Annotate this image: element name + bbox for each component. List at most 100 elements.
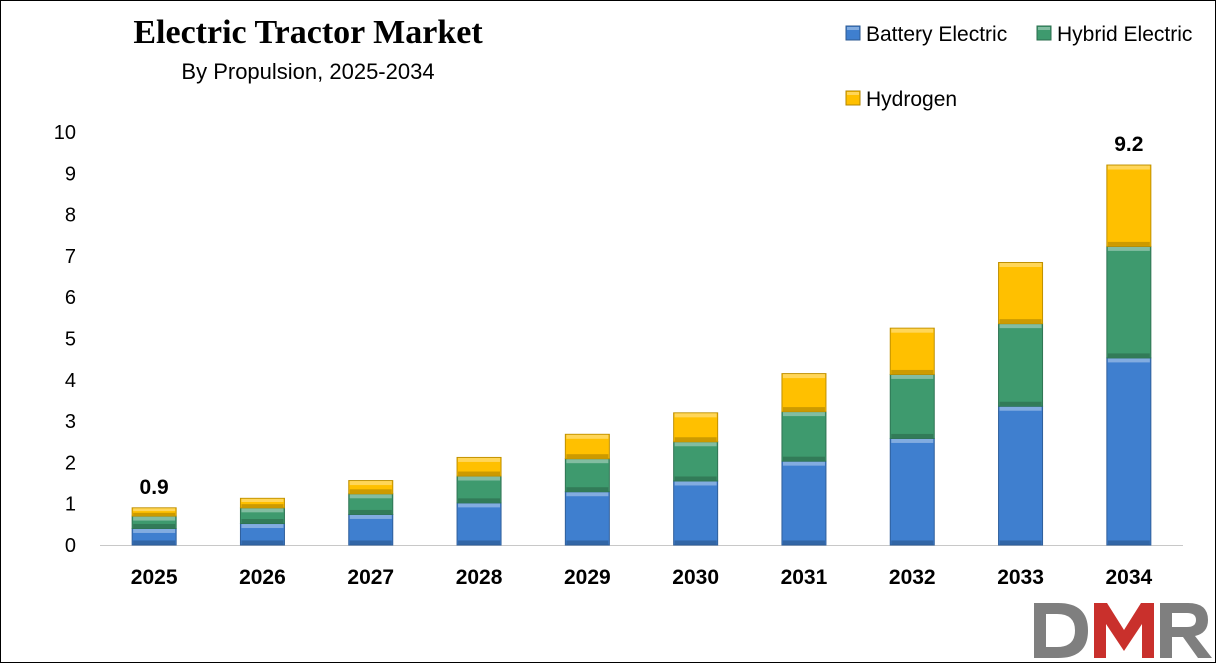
bar-segment-bevel-bottom: [674, 437, 717, 442]
bar-segment-battery-electric-2026: [239, 523, 285, 546]
bar-segment-hybrid-electric-2026: [239, 507, 285, 525]
bar-segment-battery-electric-2031: [781, 460, 827, 546]
bar-segment-bevel-top: [566, 459, 609, 464]
bar-segment-fill: [998, 405, 1044, 546]
x-tick-label: 2027: [347, 566, 394, 589]
bar-segment-bevel-bottom: [782, 456, 825, 461]
logo-letter-m: [1094, 603, 1154, 658]
x-tick-label: 2030: [672, 566, 719, 589]
legend-item-hybrid-electric: Hybrid Electric: [1036, 23, 1192, 46]
bar-segment-bevel-bottom: [458, 498, 501, 503]
data-label: 9.2: [1114, 133, 1143, 156]
bar-segment-bevel-bottom: [891, 433, 934, 438]
bar-segment-bevel-bottom: [999, 319, 1042, 324]
y-tick-label: 9: [65, 163, 76, 185]
y-tick-label: 8: [65, 205, 76, 227]
bar-segment-fill: [889, 437, 935, 546]
bar-segment-bevel-top: [1107, 246, 1150, 251]
bar-segment-hybrid-electric-2033: [998, 323, 1044, 407]
x-tick-label: 2028: [456, 566, 503, 589]
bar-segment-hydrogen-2028: [456, 456, 502, 477]
bar-segment-bevel-bottom: [241, 504, 284, 508]
bar-segment-bevel-bottom: [566, 454, 609, 459]
bar-segment-bevel-top: [891, 374, 934, 379]
bar-segment-bevel-bottom: [349, 489, 392, 494]
y-tick-label: 1: [65, 494, 76, 516]
bar-segment-bevel-bottom: [566, 487, 609, 492]
x-tick-label: 2029: [564, 566, 611, 589]
bar-segment-bevel-bottom: [458, 540, 501, 545]
bar-segment-hydrogen-2032: [889, 327, 935, 375]
bar-segment-battery-electric-2033: [998, 405, 1044, 546]
bar-segment-fill: [348, 513, 394, 546]
bar-segment-fill: [1106, 245, 1152, 359]
bar-segment-hybrid-electric-2028: [456, 475, 502, 504]
y-tick-label: 6: [65, 287, 76, 309]
bar-segment-bevel-top: [133, 508, 176, 512]
bar-segment-bevel-bottom: [674, 476, 717, 481]
bar-segment-bevel-bottom: [674, 540, 717, 545]
bar-segment-bevel-top: [891, 328, 934, 333]
data-labels: 0.9 9.2: [140, 133, 1144, 499]
bar-segment-bevel-bottom: [1107, 241, 1150, 246]
bar-segment-bevel-bottom: [349, 509, 392, 514]
bar-segment-hybrid-electric-2027: [348, 493, 394, 515]
legend-item-battery-electric: Battery Electric: [845, 23, 1007, 46]
bar-segment-bevel-top: [674, 481, 717, 486]
bar-segment-bevel-bottom: [1107, 540, 1150, 545]
bar-segment-bevel-bottom: [133, 540, 176, 545]
bar-segment-bevel-top: [349, 514, 392, 519]
legend-label: Hydrogen: [866, 88, 957, 111]
bar-segment-hybrid-electric-2030: [673, 441, 719, 482]
y-axis: 0 1 2 3 4 5 6 7 8 9 10: [54, 122, 76, 557]
bar-segment-bevel-top: [999, 263, 1042, 268]
legend-swatch-bevel: [1038, 27, 1050, 30]
y-tick-label: 10: [54, 122, 76, 144]
y-tick-label: 4: [65, 370, 76, 392]
bar-segment-fill: [239, 497, 285, 509]
bar-segment-hydrogen-2029: [564, 433, 610, 460]
bar-segment-bevel-bottom: [891, 369, 934, 374]
bar-segment-bevel-bottom: [133, 512, 176, 516]
bar-segment-bevel-bottom: [566, 540, 609, 545]
bar-segment-bevel-bottom: [891, 540, 934, 545]
bar-segment-bevel-bottom: [999, 401, 1042, 406]
bar-segment-fill: [131, 507, 177, 517]
bar-segment-bevel-top: [133, 516, 176, 521]
bar-segment-bevel-top: [782, 461, 825, 466]
bar-segment-fill: [564, 458, 610, 493]
bar-segment-bevel-top: [458, 503, 501, 508]
dmr-logo: [1034, 603, 1212, 658]
bar-segment-bevel-bottom: [458, 471, 501, 476]
bar-segment-bevel-bottom: [241, 519, 284, 524]
y-tick-label: 3: [65, 411, 76, 433]
bar-segment-hydrogen-2025: [131, 507, 177, 517]
legend-swatch-bevel: [847, 92, 859, 95]
bar-segment-hydrogen-2026: [239, 497, 285, 509]
bar-segment-fill: [781, 460, 827, 546]
bar-segment-hybrid-electric-2029: [564, 458, 610, 493]
bar-segment-bevel-top: [674, 442, 717, 447]
x-tick-label: 2034: [1105, 566, 1152, 589]
bar-segment-hybrid-electric-2025: [131, 515, 177, 529]
legend: Battery Electric Hybrid Electric Hydrogen: [845, 23, 1192, 111]
bar-segment-fill: [889, 373, 935, 439]
bar-segment-fill: [456, 456, 502, 477]
bar-segment-fill: [998, 262, 1044, 325]
bar-segment-battery-electric-2028: [456, 502, 502, 546]
x-tick-label: 2026: [239, 566, 286, 589]
bar-segment-hydrogen-2031: [781, 373, 827, 413]
bar-segment-bevel-bottom: [782, 540, 825, 545]
x-tick-label: 2032: [889, 566, 936, 589]
y-tick-label: 7: [65, 246, 76, 268]
bar-segment-battery-electric-2032: [889, 437, 935, 546]
bar-segment-bevel-top: [241, 498, 284, 502]
bar-segment-bevel-top: [133, 528, 176, 533]
legend-label: Battery Electric: [866, 23, 1007, 46]
bar-segment-bevel-top: [566, 434, 609, 439]
y-tick-label: 5: [65, 329, 76, 351]
bar-segment-hybrid-electric-2034: [1106, 245, 1152, 359]
bar-segment-battery-electric-2027: [348, 513, 394, 546]
bar-segment-bevel-top: [349, 481, 392, 486]
